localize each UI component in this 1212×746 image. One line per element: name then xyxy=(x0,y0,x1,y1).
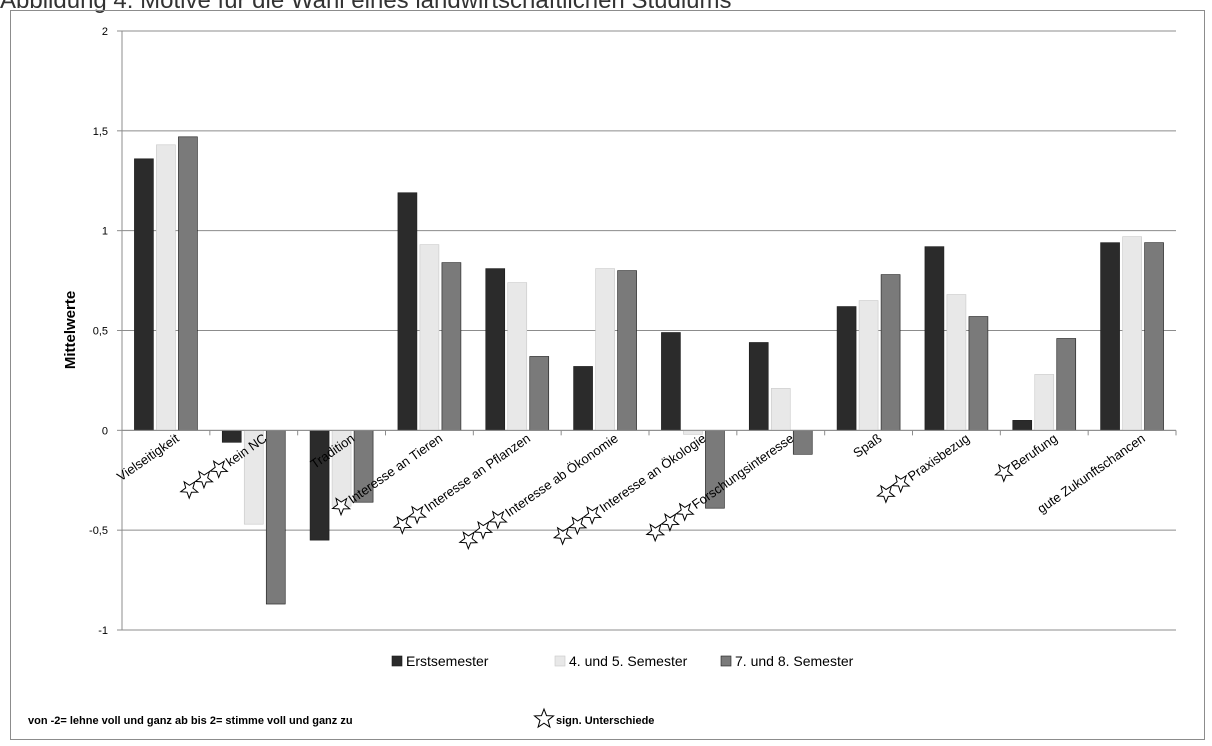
category-label-group: Vielseitigkeit xyxy=(114,430,182,484)
bar xyxy=(1122,236,1142,431)
star-icon xyxy=(392,515,413,535)
star-icon xyxy=(407,505,428,525)
bar xyxy=(946,294,967,431)
legend-label: 7. und 8. Semester xyxy=(735,653,854,669)
star-icon xyxy=(660,512,680,532)
bar xyxy=(1034,374,1055,431)
y-tick-label: 1,5 xyxy=(93,126,108,138)
bar xyxy=(968,316,989,431)
star-icon xyxy=(890,474,911,494)
star-icon xyxy=(533,707,555,729)
legend-swatch xyxy=(554,655,566,667)
category-label-group: Interesse an Pflanzen xyxy=(392,431,533,535)
star-icon xyxy=(473,520,494,540)
bar xyxy=(836,306,857,431)
bar xyxy=(1144,242,1164,431)
legend-swatch xyxy=(720,655,732,667)
bar xyxy=(178,136,198,431)
y-axis-title: Mittelwerte xyxy=(62,291,79,369)
bar xyxy=(1012,420,1033,431)
star-icon xyxy=(194,470,214,490)
y-tick-label: -1 xyxy=(98,625,108,637)
star-icon xyxy=(994,463,1014,483)
category-label: Vielseitigkeit xyxy=(114,430,182,484)
star-note: sign. Unterschiede xyxy=(556,715,654,727)
star-icon xyxy=(876,484,896,504)
star-icon xyxy=(179,480,200,500)
y-tick-label: 0,5 xyxy=(93,326,108,338)
category-label-group: Praxisbezug xyxy=(876,431,972,504)
star-icon xyxy=(567,516,588,536)
legend-label: 4. und 5. Semester xyxy=(569,653,688,669)
star-icon xyxy=(645,523,666,543)
legend-label: Erstsemester xyxy=(406,653,489,669)
star-icon xyxy=(458,531,479,551)
star-icon xyxy=(582,506,603,525)
bar xyxy=(419,244,440,431)
bar xyxy=(924,246,945,431)
bar xyxy=(441,262,462,431)
category-label: Spaß xyxy=(850,430,884,460)
category-label: Praxisbezug xyxy=(905,431,972,484)
bar xyxy=(858,300,879,431)
bar xyxy=(221,430,242,443)
bar xyxy=(397,192,418,431)
legend: Erstsemester 4. und 5. Semester 7. und 8. … xyxy=(391,653,854,669)
y-tick-label: -0,5 xyxy=(89,525,108,537)
y-tick-label: 0 xyxy=(102,425,108,437)
gridlines xyxy=(122,30,1176,631)
bar xyxy=(1100,242,1120,431)
bar xyxy=(265,430,286,605)
bar xyxy=(485,268,506,431)
axes: 2 1,5 1 0,5 0 -0,5 -1 xyxy=(89,26,1177,637)
bar xyxy=(134,158,154,431)
footnote: von -2= lehne voll und ganz ab bis 2= st… xyxy=(28,707,654,729)
legend-swatch xyxy=(391,655,403,667)
star-icon xyxy=(331,497,352,517)
bar xyxy=(573,366,593,431)
bar xyxy=(770,388,791,431)
category-label-group: Interesse an Ökologie xyxy=(552,431,709,546)
bars xyxy=(134,136,1164,605)
category-label-group: Berufung xyxy=(994,431,1060,483)
bar xyxy=(529,356,550,431)
bar xyxy=(661,332,681,431)
bar xyxy=(507,282,528,431)
star-icon xyxy=(208,460,229,479)
category-label-group: Interesse ab Ökonomie xyxy=(458,431,621,551)
bar xyxy=(595,268,615,431)
bar xyxy=(748,342,769,431)
category-label-group: Spaß xyxy=(850,430,884,460)
star-icon xyxy=(674,502,695,522)
star-shape xyxy=(533,707,555,729)
star-icon xyxy=(487,510,508,530)
y-tick-label: 1 xyxy=(102,226,108,238)
star-icon xyxy=(552,526,573,546)
bar xyxy=(880,274,901,431)
chart-frame xyxy=(10,10,1205,740)
bar xyxy=(156,144,176,431)
category-label: Berufung xyxy=(1008,431,1060,474)
scale-note: von -2= lehne voll und ganz ab bis 2= st… xyxy=(28,715,353,727)
y-tick-label: 2 xyxy=(102,26,108,38)
bar xyxy=(617,270,637,431)
bar xyxy=(1056,338,1077,431)
